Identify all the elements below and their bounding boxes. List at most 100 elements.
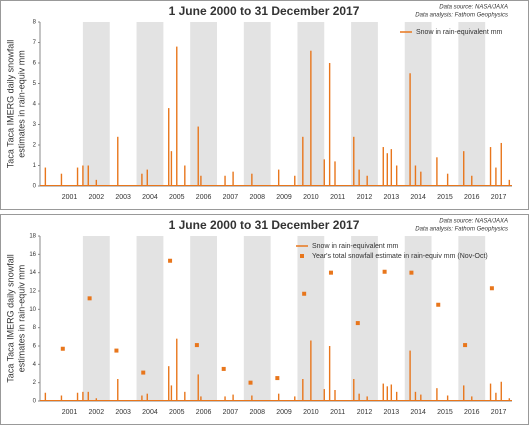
snow-spike <box>395 165 398 186</box>
year-band <box>136 22 164 186</box>
year-band <box>190 236 217 401</box>
chart-panel: 1 June 2000 to 31 December 2017 Data sour… <box>0 214 529 425</box>
snow-spike <box>390 149 393 186</box>
total-point <box>489 286 494 291</box>
total-point <box>328 270 333 275</box>
snow-spike <box>176 338 178 401</box>
snow-spike <box>500 142 502 186</box>
snow-spike <box>358 169 360 186</box>
snow-spike <box>76 167 79 186</box>
year-band <box>458 236 486 401</box>
year-band <box>243 22 271 186</box>
snow-spike <box>277 169 280 186</box>
snow-spike <box>446 395 449 401</box>
snow-spike <box>232 171 234 186</box>
snow-spike <box>251 173 253 186</box>
x-tick-label: 2005 <box>169 409 185 416</box>
x-tick-label: 2010 <box>303 409 319 416</box>
snow-spike <box>353 379 355 401</box>
x-tick-label: 2004 <box>142 409 158 416</box>
snow-spike <box>310 50 312 187</box>
x-tick-label: 2006 <box>196 409 212 416</box>
snow-spike <box>409 73 411 186</box>
snow-spike <box>366 396 368 401</box>
snow-spike <box>366 175 368 186</box>
year-band <box>458 22 486 186</box>
y-tick-label: 16 <box>29 252 36 258</box>
total-point <box>168 258 173 263</box>
snow-spike <box>197 126 199 186</box>
snow-spike <box>200 175 202 186</box>
snow-spike <box>141 173 143 186</box>
y-tick-label: 12 <box>29 289 36 295</box>
snow-spike <box>382 383 384 401</box>
snow-spike <box>146 393 148 401</box>
snow-spike <box>95 398 98 401</box>
x-tick-label: 2007 <box>223 409 239 416</box>
total-point <box>436 302 441 307</box>
x-tick-label: 2005 <box>169 194 185 201</box>
x-tick-label: 2009 <box>276 194 292 201</box>
y-tick-label: 6 <box>33 344 37 350</box>
year-band <box>190 22 217 186</box>
chart-panel: 1 June 2000 to 31 December 2017 Data sour… <box>0 0 529 210</box>
year-band <box>82 22 110 186</box>
snow-spike <box>386 386 388 401</box>
snow-spike <box>224 175 226 186</box>
y-tick-label: 5 <box>33 81 37 87</box>
snow-spike <box>471 175 473 186</box>
y-tick-label: 4 <box>33 362 37 368</box>
snow-spike <box>495 392 497 401</box>
y-tick-label: 3 <box>33 122 37 128</box>
legend-label: Snow in rain-equivalent mm <box>416 29 503 36</box>
snow-spike <box>200 396 202 401</box>
total-point <box>221 366 226 371</box>
snow-spike <box>224 396 226 401</box>
snow-spike <box>463 385 465 401</box>
x-tick-label: 2012 <box>357 194 373 201</box>
snow-spike <box>60 173 63 186</box>
year-band <box>404 236 432 401</box>
y-axis-label: Taca Taca IMERG daily snowfall <box>5 254 15 382</box>
snow-spike <box>489 383 492 401</box>
snow-spike <box>302 136 304 186</box>
legend-swatch <box>300 254 304 258</box>
chart-title: 1 June 2000 to 31 December 2017 <box>169 4 360 18</box>
y-tick-label: 2 <box>33 380 37 386</box>
snow-spike <box>495 167 497 186</box>
snow-spike <box>390 384 393 401</box>
total-point <box>248 380 253 385</box>
snow-spike <box>302 379 304 401</box>
x-tick-label: 2015 <box>437 194 453 201</box>
snow-spike <box>420 394 422 401</box>
snow-spike <box>395 391 398 401</box>
x-tick-label: 2007 <box>223 194 239 201</box>
x-tick-label: 2017 <box>491 409 507 416</box>
source-note: Data analysis: Fathom Geophysics <box>415 13 508 19</box>
total-point <box>114 348 119 353</box>
snow-spike <box>436 388 438 401</box>
snow-spike <box>44 167 47 186</box>
snow-spike <box>232 394 234 401</box>
snow-spike <box>184 391 186 401</box>
snow-spike <box>146 169 148 186</box>
source-note: Data analysis: Fathom Geophysics <box>415 227 508 233</box>
x-tick-label: 2006 <box>196 194 212 201</box>
snow-spike <box>436 157 438 186</box>
snow-spike <box>251 395 253 401</box>
snow-spike <box>446 173 449 186</box>
snow-spike <box>500 381 502 401</box>
snow-spike <box>409 350 411 401</box>
snow-spike <box>323 389 325 401</box>
total-point <box>302 291 307 296</box>
snow-spike <box>310 340 312 401</box>
snow-spike <box>76 392 79 401</box>
source-note: Data source: NASA/JAXA <box>439 5 508 11</box>
snow-spike <box>323 159 325 186</box>
total-point <box>275 376 280 381</box>
x-tick-label: 2017 <box>491 194 507 201</box>
x-tick-label: 2008 <box>249 409 265 416</box>
snow-spike <box>87 165 89 186</box>
snow-spike <box>414 165 417 186</box>
total-point <box>463 343 468 348</box>
